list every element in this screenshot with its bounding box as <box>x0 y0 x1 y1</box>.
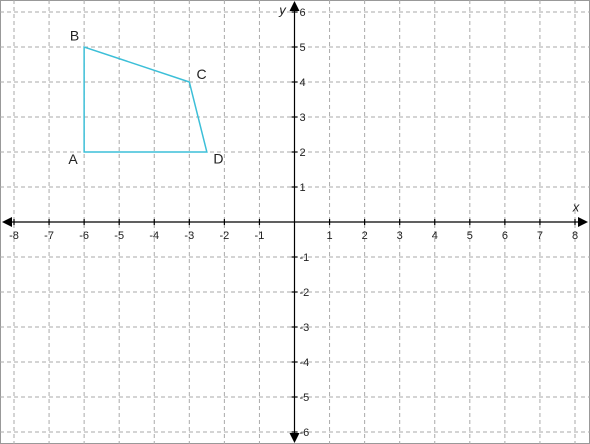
y-tick-label: -1 <box>300 252 310 264</box>
point-label: B <box>70 27 79 43</box>
x-tick-label: 2 <box>362 230 368 242</box>
polygon <box>83 45 208 153</box>
x-tick-label: -5 <box>114 230 124 242</box>
x-tick-label: -4 <box>149 230 159 242</box>
y-tick-label: 2 <box>300 147 306 159</box>
x-tick-label: 1 <box>327 230 333 242</box>
x-tick-label: 3 <box>397 230 403 242</box>
y-tick-label: 3 <box>300 112 306 124</box>
x-tick-label: -2 <box>219 230 229 242</box>
x-tick-label: 5 <box>467 230 473 242</box>
x-tick-label: -1 <box>255 230 265 242</box>
marks: A B C D <box>68 27 223 167</box>
y-tick-label: -3 <box>300 322 310 334</box>
y-axis-label: y <box>278 2 287 17</box>
y-tick-label: 1 <box>300 182 306 194</box>
arrow <box>289 433 300 443</box>
x-tick-label: 6 <box>502 230 508 242</box>
x-tick-label: -8 <box>9 230 19 242</box>
y-tick-label: -2 <box>300 287 310 299</box>
point-label: A <box>68 151 78 167</box>
point-label: C <box>197 66 207 82</box>
arrow <box>2 217 12 227</box>
y-tick-label: 5 <box>300 42 306 54</box>
x-tick-label: 4 <box>432 230 438 242</box>
x-tick-label: -7 <box>44 230 54 242</box>
point-label: D <box>213 150 223 166</box>
y-tick-label: 6 <box>300 7 306 19</box>
x-tick-label: -3 <box>184 230 194 242</box>
x-tick-label: -6 <box>79 230 89 242</box>
arrow <box>578 217 588 227</box>
x-axis-label: x <box>572 199 580 214</box>
arrow <box>289 1 300 11</box>
x-tick-label: 8 <box>572 230 578 242</box>
y-tick-label: -6 <box>300 427 310 439</box>
y-tick-label: 4 <box>300 77 306 89</box>
y-tick-label: -5 <box>300 392 310 404</box>
y-tick-label: -4 <box>300 357 310 369</box>
x-tick-label: 7 <box>537 230 543 242</box>
